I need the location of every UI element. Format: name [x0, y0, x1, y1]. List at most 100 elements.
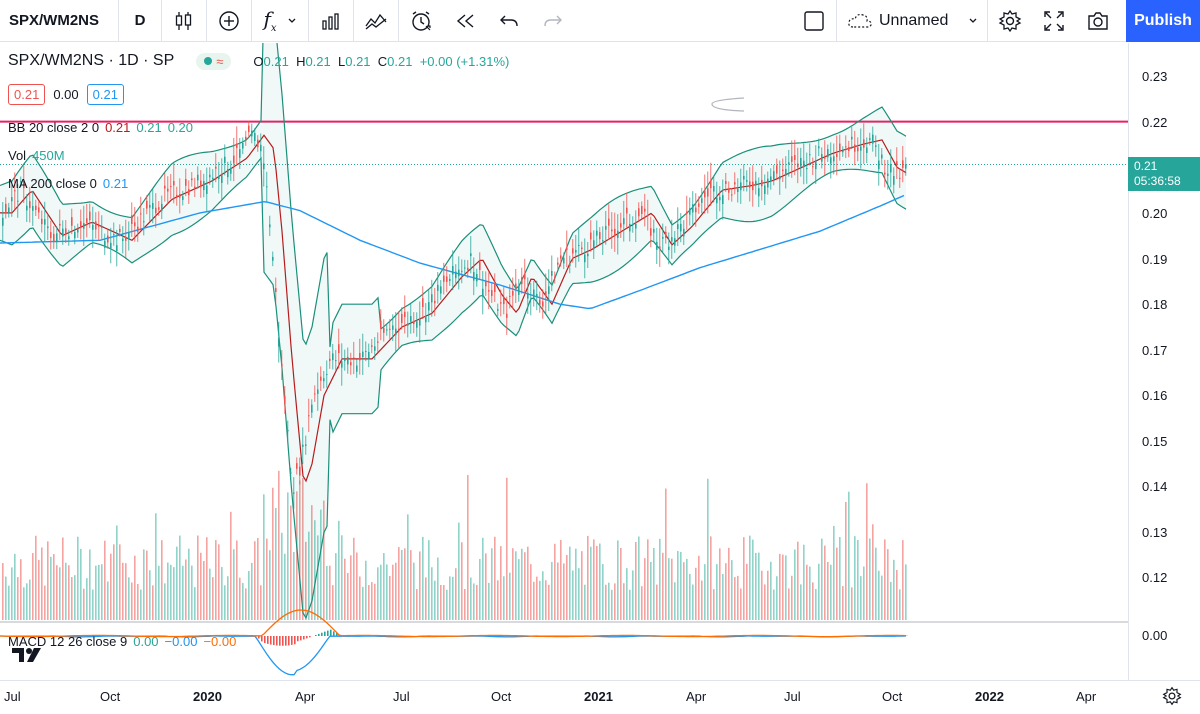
settings-button[interactable] — [988, 0, 1032, 42]
ma-legend[interactable]: MA 200 close 0 0.21 — [8, 176, 128, 191]
templates-button[interactable] — [309, 0, 353, 42]
bar-countdown: 05:36:58 — [1134, 174, 1181, 188]
fullscreen-button[interactable] — [1032, 0, 1076, 42]
macd-histogram-bar — [297, 636, 299, 642]
macd-histogram-bar — [300, 636, 302, 641]
market-status-badge[interactable]: ≈ — [196, 52, 232, 70]
volume-bar — [650, 561, 652, 620]
candle-body — [770, 176, 772, 182]
candle-body — [743, 175, 745, 180]
volume-bar — [716, 564, 718, 620]
candle-body — [314, 393, 316, 395]
volume-bar — [113, 544, 115, 620]
candle-body — [305, 444, 307, 446]
candle-body — [539, 299, 541, 305]
interval-button[interactable]: D — [134, 12, 146, 29]
volume-bar — [545, 580, 547, 620]
volume-bar — [251, 562, 253, 620]
volume-bar — [164, 583, 166, 620]
sell-price-button[interactable]: 0.21 — [8, 84, 46, 105]
chart-type-button[interactable] — [162, 0, 206, 42]
volume-bar — [95, 565, 97, 620]
buy-price-button[interactable]: 0.21 — [86, 84, 124, 105]
bollinger-band-fill — [0, 43, 906, 618]
publish-button[interactable]: Publish — [1126, 0, 1200, 42]
price-axis[interactable]: 0.23 0.22 0.20 0.19 0.18 0.17 0.16 0.15 … — [1128, 43, 1200, 680]
candle-body — [725, 180, 727, 184]
candle-body — [578, 245, 580, 247]
volume-bar — [188, 548, 190, 620]
volume-bar — [305, 541, 307, 620]
candle-body — [476, 273, 478, 282]
candle-body — [11, 197, 13, 202]
candle-body — [71, 217, 73, 226]
volume-bar — [356, 552, 358, 620]
fullscreen-toggle-button[interactable] — [792, 0, 836, 42]
snapshot-button[interactable] — [1076, 0, 1120, 42]
time-tick: Oct — [882, 689, 903, 704]
undo-button[interactable] — [487, 0, 531, 42]
candle-body — [446, 276, 448, 282]
candle-body — [92, 224, 94, 230]
price-tick: 0.19 — [1142, 252, 1168, 267]
volume-bar — [179, 535, 181, 620]
candle-body — [179, 194, 181, 198]
volume-bar — [608, 582, 610, 620]
templates-icon — [322, 12, 339, 30]
candle-body — [809, 154, 811, 156]
volume-bar — [695, 567, 697, 620]
macd-histogram-bar — [285, 636, 287, 646]
volume-bar — [227, 576, 229, 620]
volume-bar — [383, 553, 385, 620]
candle-body — [617, 230, 619, 238]
volume-bar — [548, 584, 550, 620]
volume-bar — [53, 554, 55, 620]
volume-bar — [101, 564, 103, 620]
volume-bar — [686, 558, 688, 620]
candle-body — [47, 226, 49, 229]
candle-body — [434, 300, 436, 304]
macd-histogram-bar — [288, 636, 290, 646]
candle-body — [107, 235, 109, 243]
tradingview-logo-icon[interactable] — [12, 646, 42, 664]
candle-body — [830, 157, 832, 164]
chart-settings-icon[interactable] — [1162, 686, 1182, 706]
candle-body — [899, 177, 901, 179]
volume-bar — [416, 589, 418, 620]
volume-bar — [350, 555, 352, 620]
volume-bar — [635, 541, 637, 620]
symbol-search-button[interactable]: SPX/WM2NS — [9, 12, 100, 29]
candle-body — [500, 302, 502, 304]
chevron-down-icon — [969, 18, 977, 23]
candle-body — [341, 361, 343, 368]
candle-body — [845, 146, 847, 148]
price-chart[interactable] — [0, 43, 1128, 680]
candle-body — [590, 232, 592, 240]
candle-body — [530, 298, 532, 300]
compare-symbol-button[interactable] — [207, 0, 251, 42]
volume-bar — [884, 539, 886, 620]
volume-bar — [278, 470, 280, 620]
volume-bar — [641, 586, 643, 620]
macd-legend[interactable]: MACD 12 26 close 9 0.00 −0.00 −0.00 — [8, 634, 236, 649]
candle-body — [281, 363, 283, 367]
indicators-button[interactable]: fx — [252, 0, 308, 42]
volume-bar — [878, 570, 880, 620]
candle-body — [818, 146, 820, 149]
candle-body — [194, 186, 196, 189]
time-axis[interactable]: Jul Oct 2020 Apr Jul Oct 2021 Apr Jul Oc… — [0, 680, 1200, 714]
close-value: 0.21 — [387, 53, 413, 69]
volume-legend[interactable]: Vol 450M — [8, 148, 65, 163]
layout-name-button[interactable]: Unnamed — [837, 0, 987, 42]
replay-button[interactable] — [443, 0, 487, 42]
macd-histogram-bar — [306, 636, 308, 639]
compare-button[interactable] — [354, 0, 398, 42]
candle-body — [278, 337, 280, 347]
redo-button[interactable] — [531, 0, 575, 42]
bb-legend[interactable]: BB 20 close 2 0 0.21 0.21 0.20 — [8, 120, 193, 135]
candle-body — [902, 160, 904, 168]
volume-bar — [89, 549, 91, 620]
volume-bar — [230, 511, 232, 620]
alert-button[interactable] — [399, 0, 443, 42]
candle-body — [695, 207, 697, 213]
